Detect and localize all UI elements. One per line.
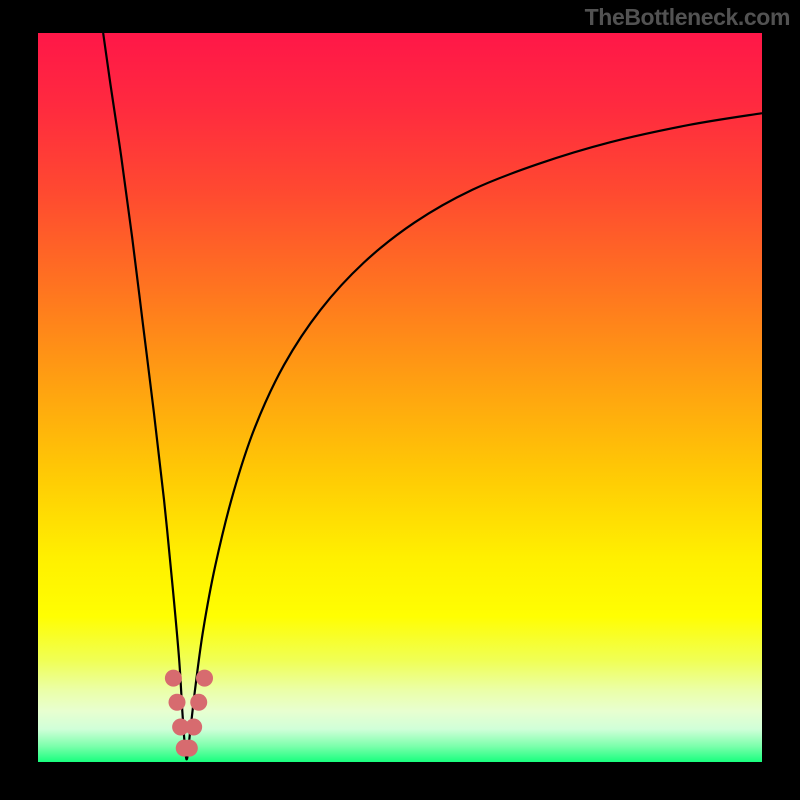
bottleneck-chart (0, 0, 800, 800)
curve-marker (185, 719, 202, 736)
curve-marker (190, 694, 207, 711)
chart-background-rect (38, 33, 762, 762)
curve-marker (169, 694, 186, 711)
chart-container: TheBottleneck.com (0, 0, 800, 800)
curve-marker (181, 740, 198, 757)
watermark-text: TheBottleneck.com (585, 4, 790, 31)
curve-marker (196, 670, 213, 687)
curve-marker (165, 670, 182, 687)
